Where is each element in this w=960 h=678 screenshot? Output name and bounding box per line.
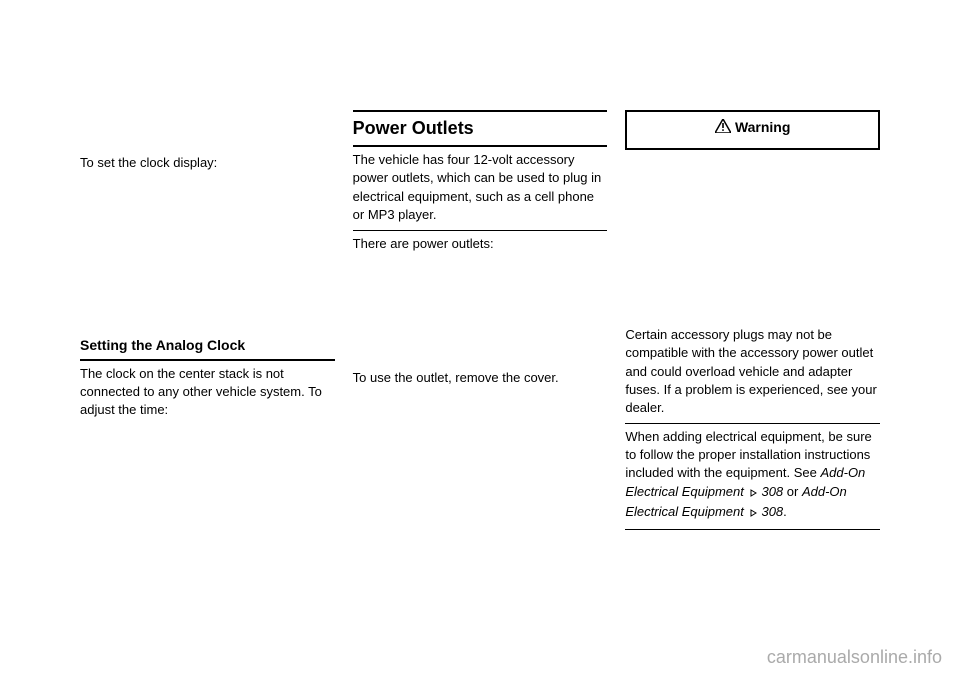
divider — [625, 423, 880, 424]
ref-page-1: 308 — [761, 484, 783, 499]
outlet-use: To use the outlet, remove the cover. — [353, 369, 608, 387]
divider — [625, 529, 880, 530]
column-1: To set the clock display: Setting the An… — [80, 110, 335, 534]
reference-icon — [749, 485, 759, 503]
analog-clock-text: The clock on the center stack is not con… — [80, 365, 335, 420]
reference-icon — [749, 505, 759, 523]
manual-page: To set the clock display: Setting the An… — [0, 0, 960, 534]
para2-part-b: or — [783, 484, 802, 499]
power-outlets-intro: The vehicle has four 12-volt accessory p… — [353, 151, 608, 224]
plug-compat-text: Certain accessory plugs may not be compa… — [625, 326, 880, 417]
power-outlets-heading: Power Outlets — [353, 110, 608, 147]
watermark: carmanualsonline.info — [767, 647, 942, 668]
clock-intro: To set the clock display: — [80, 154, 335, 172]
analog-clock-heading: Setting the Analog Clock — [80, 336, 335, 361]
column-3: Warning Certain accessory plugs may not … — [625, 110, 880, 534]
power-outlets-sub: There are power outlets: — [353, 235, 608, 253]
redacted-block — [353, 259, 608, 369]
warning-icon — [715, 119, 731, 138]
ref-page-2: 308 — [761, 504, 783, 519]
redacted-block — [80, 178, 335, 328]
para2-part-c: . — [783, 504, 787, 519]
divider — [353, 230, 608, 231]
warning-box: Warning — [625, 110, 880, 150]
redacted-block — [625, 156, 880, 326]
warning-label: Warning — [735, 119, 790, 135]
column-2: Power Outlets The vehicle has four 12-vo… — [353, 110, 608, 534]
electrical-equipment-text: When adding electrical equipment, be sur… — [625, 428, 880, 523]
